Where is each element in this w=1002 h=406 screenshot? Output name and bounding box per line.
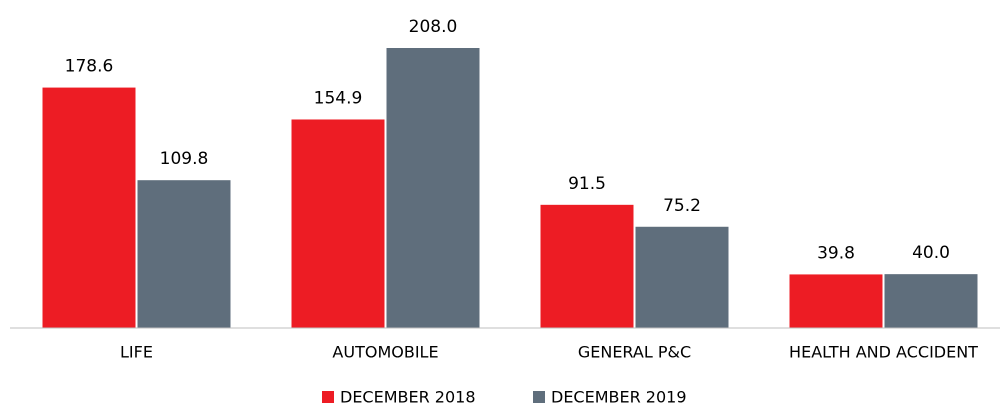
legend-label: DECEMBER 2018: [340, 388, 476, 406]
value-label: 208.0: [409, 17, 458, 37]
value-label: 39.8: [817, 243, 855, 263]
bar: [540, 204, 634, 328]
value-label: 75.2: [663, 196, 701, 216]
bar: [386, 48, 480, 328]
legend-swatch: [533, 391, 545, 403]
x-tick-label: AUTOMOBILE: [332, 343, 438, 362]
value-label: 154.9: [314, 88, 363, 108]
value-label: 40.0: [912, 243, 950, 263]
x-tick-label: GENERAL P&C: [578, 343, 691, 362]
value-label: 178.6: [65, 57, 114, 77]
legend-label: DECEMBER 2019: [551, 388, 687, 406]
bar: [291, 119, 385, 328]
x-tick-label: LIFE: [120, 343, 153, 362]
bar: [884, 274, 978, 328]
bar: [42, 87, 136, 328]
x-tick-label: HEALTH AND ACCIDENT: [789, 343, 978, 362]
value-label: 91.5: [568, 174, 606, 194]
bar: [137, 180, 231, 328]
bar: [635, 226, 729, 328]
legend-swatch: [322, 391, 334, 403]
bar: [789, 274, 883, 328]
value-label: 109.8: [160, 149, 209, 169]
